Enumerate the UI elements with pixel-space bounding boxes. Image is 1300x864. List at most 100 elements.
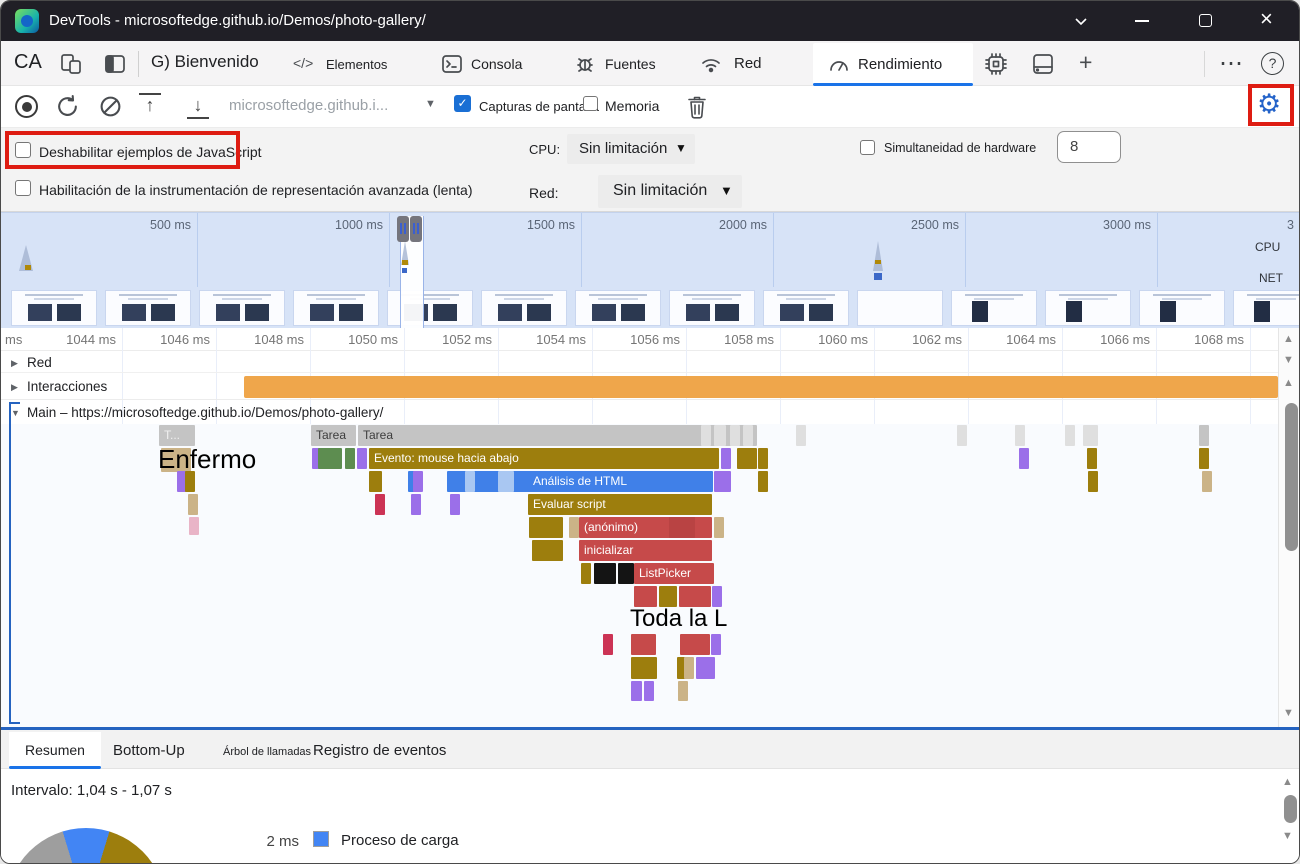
flame-bar[interactable] bbox=[669, 517, 695, 538]
help-button[interactable]: ? bbox=[1261, 52, 1284, 75]
tab-performance[interactable]: Rendimiento bbox=[813, 43, 973, 86]
upload-profile-button[interactable]: ↑ bbox=[139, 93, 161, 116]
filmstrip-frame[interactable] bbox=[293, 290, 379, 326]
filmstrip-frame[interactable] bbox=[1233, 290, 1299, 326]
flame-bar[interactable] bbox=[375, 494, 385, 515]
collapse-arrow-icon[interactable]: ▼ bbox=[11, 408, 20, 418]
flame-bar[interactable] bbox=[705, 657, 715, 679]
flame-bar[interactable] bbox=[758, 448, 768, 469]
flame-bar[interactable] bbox=[188, 494, 198, 515]
flame-bar[interactable] bbox=[631, 657, 657, 679]
filmstrip-frame[interactable] bbox=[199, 290, 285, 326]
flame-bar[interactable] bbox=[177, 471, 187, 492]
flame-bar[interactable] bbox=[1199, 425, 1209, 446]
flame-bar[interactable]: inicializar bbox=[579, 540, 712, 561]
summary-scroll-down-icon[interactable]: ▼ bbox=[1282, 830, 1293, 842]
flame-bar[interactable] bbox=[357, 448, 367, 469]
advanced-rendering-checkbox[interactable] bbox=[15, 180, 31, 196]
inspect-tool-button[interactable]: CA bbox=[14, 51, 42, 73]
cpu-throttle-select[interactable]: Sin limitación ▼ bbox=[567, 134, 695, 164]
flame-bar[interactable] bbox=[1087, 448, 1097, 469]
flame-bar[interactable] bbox=[465, 471, 475, 492]
hw-concurrency-input[interactable]: 8 bbox=[1057, 131, 1121, 163]
timeline-overview[interactable]: 500 ms 1000 ms 1500 ms 2000 ms 2500 ms 3000 m… bbox=[1, 212, 1299, 328]
tab-summary[interactable]: Resumen bbox=[9, 732, 101, 769]
flame-bar[interactable] bbox=[450, 494, 460, 515]
flame-bar[interactable] bbox=[161, 448, 191, 472]
flame-bar[interactable]: Tarea bbox=[311, 425, 356, 446]
flame-bar[interactable] bbox=[659, 586, 677, 607]
flame-bar[interactable]: Análisis de HTML bbox=[447, 471, 713, 492]
tab-console[interactable]: Consola bbox=[471, 56, 523, 72]
tab-bottom-up[interactable]: Bottom-Up bbox=[113, 742, 185, 759]
flame-bar[interactable] bbox=[1088, 471, 1098, 492]
summary-scrollbar-thumb[interactable] bbox=[1284, 795, 1297, 823]
minimize-button[interactable] bbox=[1135, 20, 1149, 22]
flame-bar[interactable] bbox=[318, 448, 342, 469]
tab-call-tree[interactable]: Árbol de llamadas bbox=[223, 746, 312, 758]
more-options-button[interactable]: ⋯ bbox=[1219, 50, 1244, 77]
disable-js-checkbox[interactable] bbox=[15, 142, 31, 158]
dock-side-icon[interactable] bbox=[103, 52, 127, 76]
flame-bar[interactable]: Evento: mouse hacia abajo bbox=[369, 448, 719, 469]
filmstrip-frame[interactable] bbox=[1139, 290, 1225, 326]
flame-bar[interactable] bbox=[743, 425, 753, 446]
flame-bar[interactable] bbox=[569, 517, 579, 538]
tab-event-log[interactable]: Registro de eventos bbox=[313, 742, 447, 759]
expand-arrow-icon[interactable]: ▶ bbox=[11, 358, 18, 368]
flame-bar[interactable] bbox=[369, 471, 382, 492]
flame-bar[interactable] bbox=[1015, 425, 1025, 446]
flame-bar[interactable] bbox=[532, 540, 563, 561]
chevron-down-icon[interactable] bbox=[1071, 11, 1091, 31]
flame-bar[interactable] bbox=[680, 634, 710, 655]
flame-bar[interactable] bbox=[711, 634, 721, 655]
flame-bar[interactable] bbox=[631, 681, 642, 701]
capture-settings-button[interactable]: ⚙ bbox=[1257, 89, 1282, 119]
trash-icon[interactable] bbox=[685, 94, 709, 120]
flame-bar[interactable] bbox=[1199, 448, 1209, 469]
maximize-button[interactable] bbox=[1199, 14, 1212, 27]
selection-handle-right[interactable] bbox=[410, 216, 422, 242]
flame-scroll-up-icon[interactable]: ▲ bbox=[1283, 377, 1294, 389]
summary-scroll-up-icon[interactable]: ▲ bbox=[1282, 776, 1293, 788]
track-network[interactable]: ▶ Red bbox=[1, 351, 1278, 373]
flame-bar[interactable]: ListPicker bbox=[634, 563, 714, 584]
flame-bar[interactable] bbox=[1202, 471, 1212, 492]
flame-bar[interactable] bbox=[684, 657, 694, 679]
flame-bar[interactable] bbox=[529, 517, 563, 538]
flame-bar[interactable] bbox=[606, 563, 616, 584]
drawer-icon[interactable] bbox=[1031, 52, 1055, 76]
close-button[interactable]: × bbox=[1260, 6, 1273, 31]
filmstrip-frame[interactable] bbox=[669, 290, 755, 326]
tab-sources[interactable]: Fuentes bbox=[605, 56, 656, 72]
interaction-bar[interactable] bbox=[244, 376, 1278, 398]
track-main-header[interactable]: ▼ Main – https://microsoftedge.github.io… bbox=[1, 401, 1278, 424]
memory-chip-icon[interactable] bbox=[983, 51, 1009, 77]
page-select-caret-icon[interactable]: ▼ bbox=[425, 98, 436, 110]
filmstrip-frame[interactable] bbox=[951, 290, 1037, 326]
flame-bar[interactable]: Tarea bbox=[358, 425, 757, 446]
flame-bar[interactable] bbox=[1019, 448, 1029, 469]
flame-bar[interactable] bbox=[677, 657, 687, 679]
memory-checkbox[interactable] bbox=[583, 96, 598, 111]
filmstrip-frame[interactable] bbox=[763, 290, 849, 326]
record-button[interactable] bbox=[15, 95, 38, 118]
flame-bar[interactable] bbox=[581, 563, 591, 584]
filmstrip-frame[interactable] bbox=[1045, 290, 1131, 326]
flame-bar[interactable] bbox=[714, 425, 726, 446]
flame-bar[interactable] bbox=[631, 634, 656, 655]
flame-bar[interactable] bbox=[714, 517, 724, 538]
flame-scroll-down-icon[interactable]: ▼ bbox=[1283, 707, 1294, 719]
flame-bar[interactable] bbox=[679, 586, 711, 607]
flame-bar[interactable] bbox=[594, 563, 604, 584]
tab-elements[interactable]: Elementos bbox=[326, 57, 388, 72]
download-profile-button[interactable]: ↓ bbox=[187, 95, 209, 119]
scroll-down-icon[interactable]: ▼ bbox=[1283, 354, 1294, 366]
flame-bar[interactable] bbox=[1065, 425, 1075, 446]
flame-bar[interactable] bbox=[189, 517, 199, 535]
flame-bar[interactable] bbox=[796, 425, 806, 446]
flame-bar[interactable] bbox=[721, 448, 731, 469]
flame-bar[interactable] bbox=[644, 681, 654, 701]
flame-bar[interactable] bbox=[701, 425, 711, 446]
flame-bar[interactable] bbox=[413, 471, 423, 492]
